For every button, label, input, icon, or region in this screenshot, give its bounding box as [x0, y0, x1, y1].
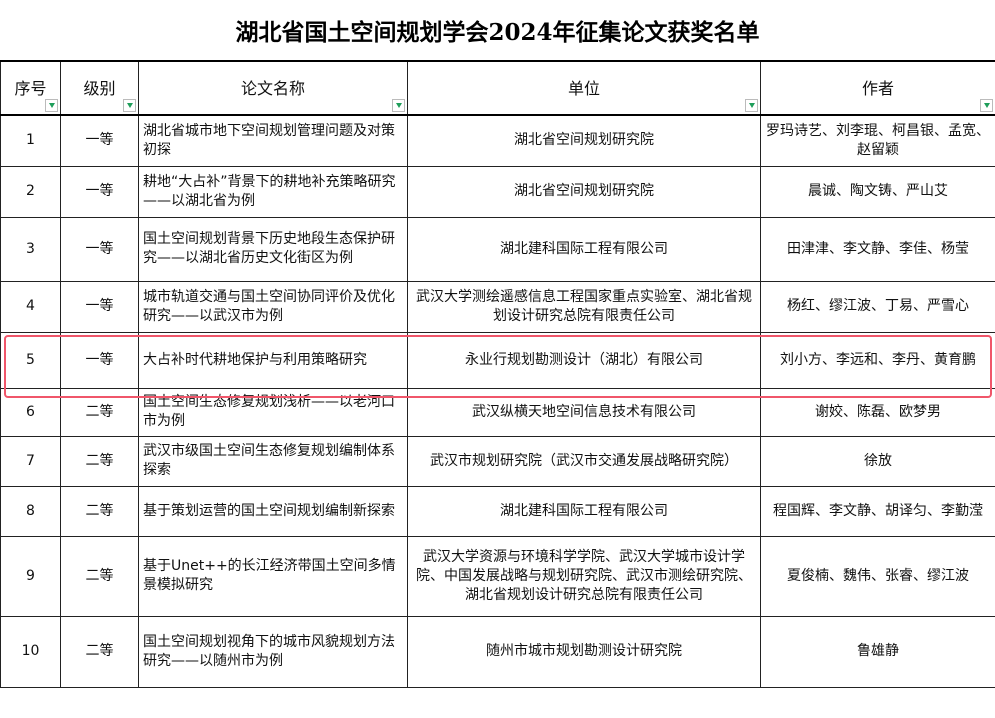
- filter-dropdown-icon[interactable]: [45, 99, 58, 112]
- cell-unit[interactable]: 武汉大学测绘遥感信息工程国家重点实验室、湖北省规划设计研究总院有限责任公司: [407, 280, 761, 333]
- header-level[interactable]: 级别: [60, 60, 139, 116]
- cell-authors[interactable]: 罗玛诗艺、刘李琨、柯昌银、孟宽、赵留颖: [760, 114, 995, 167]
- table-row: 4 一等 城市轨道交通与国土空间协同评价及优化研究——以武汉市为例 武汉大学测绘遥感信…: [0, 280, 995, 333]
- cell-unit[interactable]: 随州市城市规划勘测设计研究院: [407, 615, 761, 688]
- cell-paper[interactable]: 国土空间生态修复规划浅析——以老河口市为例: [138, 387, 408, 437]
- cell-paper[interactable]: 城市轨道交通与国土空间协同评价及优化研究——以武汉市为例: [138, 280, 408, 333]
- cell-paper[interactable]: 耕地“大占补”背景下的耕地补充策略研究——以湖北省为例: [138, 165, 408, 218]
- cell-level[interactable]: 二等: [60, 535, 139, 617]
- cell-authors[interactable]: 程国辉、李文静、胡译匀、李勤滢: [760, 485, 995, 537]
- cell-level[interactable]: 二等: [60, 485, 139, 537]
- cell-no[interactable]: 3: [0, 216, 61, 282]
- cell-paper[interactable]: 大占补时代耕地保护与利用策略研究: [138, 331, 408, 389]
- cell-unit[interactable]: 永业行规划勘测设计（湖北）有限公司: [407, 331, 761, 389]
- header-label: 单位: [567, 78, 600, 98]
- header-label: 级别: [83, 78, 116, 98]
- cell-authors[interactable]: 晨诚、陶文铸、严山艾: [760, 165, 995, 218]
- table-row: 6 二等 国土空间生态修复规划浅析——以老河口市为例 武汉纵横天地空间信息技术有限公司…: [0, 387, 995, 437]
- filter-dropdown-icon[interactable]: [745, 99, 758, 112]
- cell-authors[interactable]: 徐放: [760, 435, 995, 487]
- header-label: 论文名称: [240, 78, 305, 98]
- cell-authors[interactable]: 刘小方、李远和、李丹、黄育鹏: [760, 331, 995, 389]
- header-label: 作者: [861, 78, 894, 98]
- cell-level[interactable]: 一等: [60, 114, 139, 167]
- filter-dropdown-icon[interactable]: [980, 99, 993, 112]
- cell-paper[interactable]: 基于策划运营的国土空间规划编制新探索: [138, 485, 408, 537]
- cell-paper[interactable]: 基于Unet++的长江经济带国土空间多情景模拟研究: [138, 535, 408, 617]
- header-no[interactable]: 序号: [0, 60, 61, 116]
- cell-unit[interactable]: 湖北省空间规划研究院: [407, 114, 761, 167]
- cell-no[interactable]: 1: [0, 114, 61, 167]
- filter-dropdown-icon[interactable]: [123, 99, 136, 112]
- cell-no[interactable]: 6: [0, 387, 61, 437]
- header-label: 序号: [14, 78, 47, 98]
- cell-no[interactable]: 5: [0, 331, 61, 389]
- cell-authors[interactable]: 夏俊楠、魏伟、张睿、缪江波: [760, 535, 995, 617]
- cell-paper[interactable]: 湖北省城市地下空间规划管理问题及对策初探: [138, 114, 408, 167]
- cell-authors[interactable]: 杨红、缪江波、丁易、严雪心: [760, 280, 995, 333]
- award-table: 序号 级别 论文名称 单位 作者 1 一等 湖北省城市地下空间规划管理问题及对策初探 湖北省空…: [0, 60, 995, 688]
- cell-paper[interactable]: 国土空间规划视角下的城市风貌规划方法研究——以随州市为例: [138, 615, 408, 688]
- header-unit[interactable]: 单位: [407, 60, 761, 116]
- cell-unit[interactable]: 湖北建科国际工程有限公司: [407, 485, 761, 537]
- cell-no[interactable]: 10: [0, 615, 61, 688]
- table-row: 7 二等 武汉市级国土空间生态修复规划编制体系探索 武汉市规划研究院（武汉市交通发展战…: [0, 435, 995, 487]
- cell-authors[interactable]: 谢姣、陈磊、欧梦男: [760, 387, 995, 437]
- filter-dropdown-icon[interactable]: [392, 99, 405, 112]
- cell-authors[interactable]: 田津津、李文静、李佳、杨莹: [760, 216, 995, 282]
- cell-no[interactable]: 7: [0, 435, 61, 487]
- cell-unit[interactable]: 武汉纵横天地空间信息技术有限公司: [407, 387, 761, 437]
- table-row: 3 一等 国土空间规划背景下历史地段生态保护研究——以湖北省历史文化街区为例 湖北建科…: [0, 216, 995, 282]
- cell-unit[interactable]: 武汉大学资源与环境科学学院、武汉大学城市设计学院、中国发展战略与规划研究院、武汉…: [407, 535, 761, 617]
- cell-level[interactable]: 二等: [60, 387, 139, 437]
- table-row: 9 二等 基于Unet++的长江经济带国土空间多情景模拟研究 武汉大学资源与环境科学学…: [0, 535, 995, 617]
- cell-unit[interactable]: 湖北建科国际工程有限公司: [407, 216, 761, 282]
- table-row: 5 一等 大占补时代耕地保护与利用策略研究 永业行规划勘测设计（湖北）有限公司 刘小方、…: [0, 331, 995, 389]
- cell-level[interactable]: 一等: [60, 216, 139, 282]
- cell-paper[interactable]: 国土空间规划背景下历史地段生态保护研究——以湖北省历史文化街区为例: [138, 216, 408, 282]
- table-row: 10 二等 国土空间规划视角下的城市风貌规划方法研究——以随州市为例 随州市城市规划勘…: [0, 615, 995, 688]
- cell-level[interactable]: 二等: [60, 435, 139, 487]
- table-row: 1 一等 湖北省城市地下空间规划管理问题及对策初探 湖北省空间规划研究院 罗玛诗艺、刘李…: [0, 114, 995, 167]
- cell-unit[interactable]: 武汉市规划研究院（武汉市交通发展战略研究院）: [407, 435, 761, 487]
- header-paper[interactable]: 论文名称: [138, 60, 408, 116]
- cell-level[interactable]: 一等: [60, 280, 139, 333]
- cell-no[interactable]: 2: [0, 165, 61, 218]
- cell-no[interactable]: 8: [0, 485, 61, 537]
- cell-level[interactable]: 一等: [60, 165, 139, 218]
- cell-unit[interactable]: 湖北省空间规划研究院: [407, 165, 761, 218]
- table-row: 2 一等 耕地“大占补”背景下的耕地补充策略研究——以湖北省为例 湖北省空间规划研究院…: [0, 165, 995, 218]
- cell-level[interactable]: 一等: [60, 331, 139, 389]
- cell-paper[interactable]: 武汉市级国土空间生态修复规划编制体系探索: [138, 435, 408, 487]
- header-authors[interactable]: 作者: [760, 60, 995, 116]
- cell-authors[interactable]: 鲁雄静: [760, 615, 995, 688]
- cell-no[interactable]: 9: [0, 535, 61, 617]
- table-row: 8 二等 基于策划运营的国土空间规划编制新探索 湖北建科国际工程有限公司 程国辉、李文静…: [0, 485, 995, 537]
- sheet-title: 湖北省国土空间规划学会2024年征集论文获奖名单: [235, 19, 760, 46]
- cell-no[interactable]: 4: [0, 280, 61, 333]
- cell-level[interactable]: 二等: [60, 615, 139, 688]
